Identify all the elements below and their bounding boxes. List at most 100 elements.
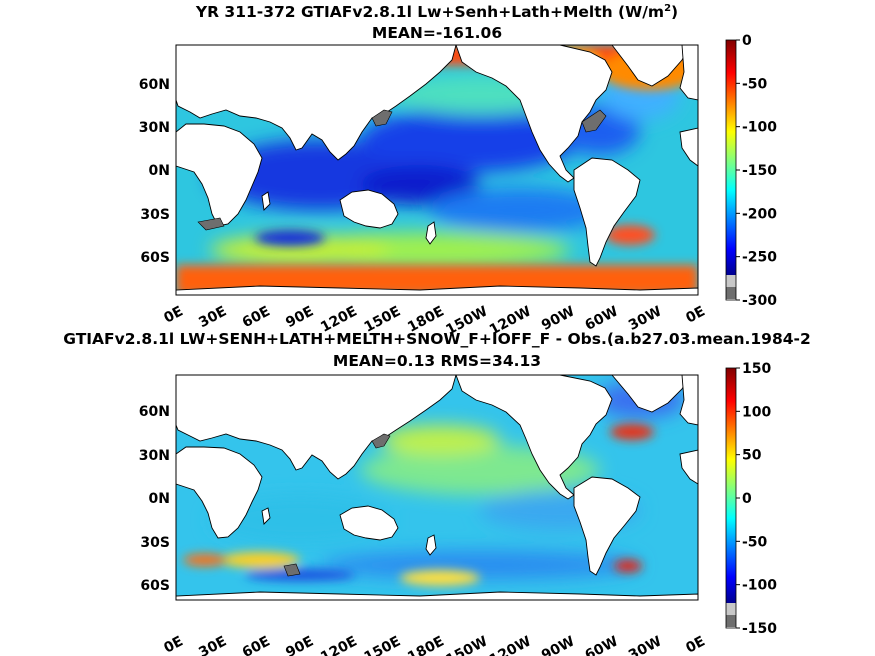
field-blob [430, 188, 610, 232]
xtick-label: 150W [443, 633, 490, 656]
land-australia [339, 505, 399, 541]
land-madagascar [261, 191, 271, 211]
xtick-label: 60E [240, 633, 273, 656]
colorbar-tick-label: 100 [742, 404, 771, 420]
land-south-america [573, 157, 641, 267]
xtick-label: 30E [196, 633, 229, 656]
xtick-label: 90E [283, 633, 316, 656]
panel-top-yticks: 60N 30N 0N 30S 60S [139, 77, 170, 266]
field-blob [605, 225, 655, 245]
land-eurasia [175, 44, 457, 161]
colorbar-missing-dark [726, 287, 736, 299]
colorbar-tick-label: 0 [742, 33, 752, 49]
xtick-label: 30E [196, 303, 229, 331]
missing-region [371, 433, 391, 449]
panel-top-title-sup: 2 [664, 3, 671, 14]
ytick-label: 30S [140, 207, 170, 223]
xtick-label: 0E [161, 303, 186, 326]
colorbar-tick-label: 150 [742, 361, 771, 377]
land-australia [339, 189, 399, 229]
xtick-label: 30W [626, 633, 664, 656]
colorbar-tick-label: -300 [742, 293, 777, 309]
field-blob [320, 551, 640, 579]
field-blob [210, 235, 390, 265]
ytick-label: 30N [139, 120, 170, 136]
field-blob [220, 552, 300, 568]
land-africa-west-edge [679, 449, 699, 485]
colorbar-tick-label: -100 [742, 120, 777, 136]
xtick-label: 0E [161, 633, 186, 656]
ytick-label: 0N [149, 163, 170, 179]
colorbar-gradient [726, 368, 736, 603]
ytick-label: 60S [140, 578, 170, 594]
ytick-label: 60S [140, 250, 170, 266]
colorbar-tick-label: -100 [742, 578, 777, 594]
ytick-label: 60N [139, 404, 170, 420]
xtick-label: 120W [487, 633, 534, 656]
panel-top-colorbar: 0 -50 -100 -150 -200 -250 -300 [725, 33, 777, 309]
land-africa [175, 123, 263, 227]
land-africa [175, 446, 263, 539]
field-blob [614, 560, 642, 572]
missing-region [371, 109, 393, 127]
land-new-zealand [425, 534, 437, 556]
colorbar-ticks: 0 -50 -100 -150 -200 -250 -300 [736, 33, 777, 309]
panel-top-missing [197, 109, 607, 231]
ytick-label: 30S [140, 535, 170, 551]
missing-region [283, 563, 301, 577]
xtick-label: 90W [539, 633, 577, 656]
panel-top-land [175, 44, 699, 296]
field-blob [183, 554, 227, 566]
ytick-label: 60N [139, 77, 170, 93]
xtick-label: 180E [405, 633, 447, 656]
colorbar-tick-label: -250 [742, 250, 777, 266]
xtick-label: 120E [318, 633, 360, 656]
panel-top-subtitle: MEAN=-161.06 [372, 24, 502, 42]
field-blob [400, 570, 480, 586]
xtick-label: 150E [362, 633, 404, 656]
panel-top-title-tail: ) [671, 3, 678, 21]
xtick-label: 60W [583, 633, 621, 656]
panel-bottom-colorbar: 150 100 50 0 -50 -100 -150 [725, 361, 777, 637]
xtick-label: 60E [240, 303, 273, 331]
field-blob [245, 569, 355, 581]
panel-top: YR 311-372 GTIAFv2.8.1l Lw+Senh+Lath+Mel… [139, 3, 777, 339]
panel-bottom-land [175, 374, 699, 601]
xtick-label: 0E [683, 303, 708, 326]
ytick-label: 30N [139, 448, 170, 464]
panel-bottom: GTIAFv2.8.1l LW+SENH+LATH+MELTH+SNOW_F+I… [63, 330, 810, 656]
ytick-label: 0N [149, 491, 170, 507]
land-new-zealand [425, 221, 437, 245]
colorbar-ticks: 150 100 50 0 -50 -100 -150 [736, 361, 777, 637]
panel-top-frame [175, 44, 699, 296]
colorbar-missing-dark [726, 615, 736, 627]
panel-bottom-subtitle: MEAN=0.13 RMS=34.13 [333, 352, 541, 370]
colorbar-tick-label: 50 [742, 448, 762, 464]
colorbar-tick-label: -50 [742, 76, 768, 92]
missing-region [197, 217, 225, 231]
colorbar-gradient [726, 40, 736, 275]
field-blob [610, 424, 654, 440]
land-madagascar [261, 507, 271, 525]
xtick-label: 0E [683, 633, 708, 656]
field-blob [255, 230, 325, 246]
land-eurasia [175, 374, 457, 480]
missing-region [581, 109, 607, 133]
field-blob [360, 165, 480, 205]
colorbar-missing-light [726, 275, 736, 287]
land-south-america [573, 476, 641, 576]
colorbar-tick-label: 0 [742, 491, 752, 507]
panel-bottom-yticks: 60N 30N 0N 30S 60S [139, 404, 170, 594]
panel-top-title: YR 311-372 GTIAFv2.8.1l Lw+Senh+Lath+Mel… [195, 3, 678, 21]
land-north-america [455, 374, 613, 500]
land-africa-west-edge [679, 127, 699, 167]
panel-bottom-frame [175, 374, 699, 601]
colorbar-missing-light [726, 603, 736, 615]
colorbar-tick-label: -200 [742, 206, 777, 222]
colorbar-tick-label: -150 [742, 621, 777, 637]
colorbar-tick-label: -150 [742, 163, 777, 179]
colorbar-tick-label: -50 [742, 534, 768, 550]
land-north-america [455, 44, 613, 183]
panel-bottom-title: GTIAFv2.8.1l LW+SENH+LATH+MELTH+SNOW_F+I… [63, 330, 810, 348]
